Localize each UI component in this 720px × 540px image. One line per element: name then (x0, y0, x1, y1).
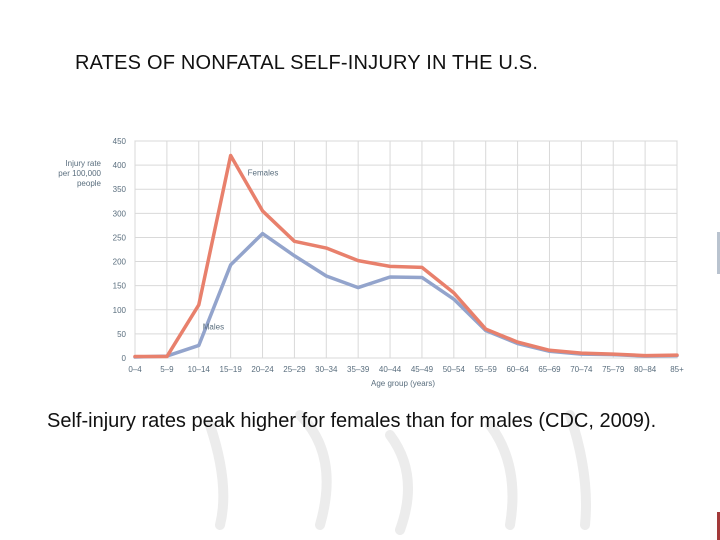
y-tick-label: 300 (113, 209, 127, 218)
x-tick-label: 45–49 (411, 365, 434, 374)
y-tick-label: 0 (122, 354, 127, 363)
x-tick-label: 0–4 (128, 365, 142, 374)
y-tick-label: 450 (113, 137, 127, 146)
y-tick-label: 150 (113, 282, 127, 291)
x-tick-label: 75–79 (602, 365, 625, 374)
chart: 0 50 100 150 200 250 300 350 400 450 0–4 5–9 10–14 15… (58, 137, 684, 388)
y-axis-label: per 100,000 (58, 169, 101, 178)
x-tick-label: 70–74 (570, 365, 593, 374)
background-watermark (205, 410, 591, 535)
x-tick-label: 5–9 (160, 365, 174, 374)
x-tick-label: 30–34 (315, 365, 338, 374)
x-tick-label: 60–64 (506, 365, 529, 374)
y-tick-label: 250 (113, 233, 127, 242)
edge-decoration (717, 512, 720, 540)
y-tick-label: 350 (113, 185, 127, 194)
series-line-males (133, 231, 679, 359)
edge-decoration (717, 232, 720, 274)
y-tick-label: 400 (113, 161, 127, 170)
x-tick-label: 80–84 (634, 365, 657, 374)
y-tick-label: 50 (117, 330, 126, 339)
slide-title: RATES OF NONFATAL SELF-INJURY IN THE U.S… (75, 52, 539, 74)
series-label-males: Males (203, 322, 224, 331)
slide-caption: Self-injury rates peak higher for female… (47, 410, 657, 432)
y-tick-label: 200 (113, 258, 127, 267)
x-axis-label: Age group (years) (371, 379, 435, 388)
x-tick-label: 20–24 (251, 365, 274, 374)
x-tick-label: 25–29 (283, 365, 306, 374)
line-chart: 0 50 100 150 200 250 300 350 400 450 0–4 5–9 10–14 15… (58, 137, 684, 388)
x-tick-label: 65–69 (538, 365, 561, 374)
series-label-females: Females (248, 168, 279, 177)
y-axis-label: people (77, 179, 102, 188)
y-tick-label: 100 (113, 306, 127, 315)
series-line-females (133, 153, 679, 359)
x-tick-label: 50–54 (443, 365, 466, 374)
x-tick-label: 15–19 (220, 365, 243, 374)
y-axis-label: Injury rate (65, 159, 101, 168)
x-tick-label: 55–59 (475, 365, 498, 374)
x-tick-label: 40–44 (379, 365, 402, 374)
x-tick-label: 85+ (670, 365, 684, 374)
x-tick-label: 10–14 (188, 365, 211, 374)
x-tick-label: 35–39 (347, 365, 370, 374)
